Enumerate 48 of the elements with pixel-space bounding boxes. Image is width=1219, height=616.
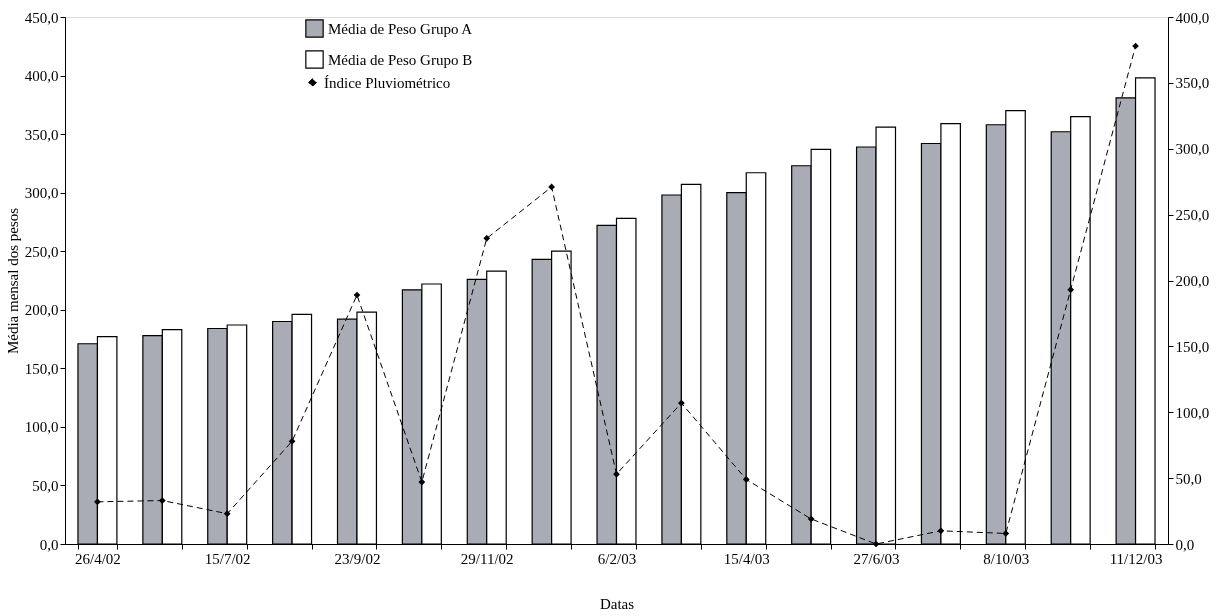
y-tick-label: 150,0 bbox=[24, 360, 59, 377]
point bbox=[807, 515, 815, 523]
point bbox=[613, 470, 620, 478]
x-tick-label: 29/11/02 bbox=[460, 550, 514, 567]
point bbox=[937, 527, 945, 535]
point bbox=[288, 437, 296, 445]
point bbox=[353, 291, 361, 299]
point bbox=[223, 510, 231, 518]
legend-label: Índice Pluviométrico bbox=[324, 74, 451, 91]
point bbox=[483, 234, 491, 242]
x-tick-label: 23/9/02 bbox=[334, 550, 381, 567]
y2-tick-label: 50,0 bbox=[1175, 470, 1202, 487]
y2-tick-label: 350,0 bbox=[1175, 75, 1210, 92]
y-tick-label: 450,0 bbox=[24, 9, 59, 26]
legend-label: Média de Peso Grupo B bbox=[328, 51, 473, 68]
y2-tick-label: 200,0 bbox=[1175, 273, 1210, 289]
y-tick-label: 200,0 bbox=[24, 302, 59, 319]
y-tick-label: 400,0 bbox=[24, 68, 59, 85]
point bbox=[872, 540, 880, 548]
point bbox=[742, 476, 750, 483]
point bbox=[418, 478, 426, 486]
point bbox=[548, 183, 555, 191]
x-tick-label: 11/12/03 bbox=[1109, 550, 1163, 567]
y2-tick-label: 400,0 bbox=[1175, 9, 1210, 26]
y-tick-label: 350,0 bbox=[24, 126, 59, 143]
y2-tick-label: 100,0 bbox=[1175, 404, 1210, 421]
x-tick-label: 8/10/03 bbox=[983, 550, 1030, 567]
y-tick-label: 250,0 bbox=[24, 243, 59, 260]
x-axis-title: Datas bbox=[599, 595, 635, 612]
y-tick-label: 50,0 bbox=[32, 477, 59, 494]
legend-label: Média de Peso Grupo A bbox=[328, 20, 473, 37]
x-tick-label: 15/4/03 bbox=[723, 550, 770, 567]
x-tick-label: 26/4/02 bbox=[75, 550, 121, 567]
point bbox=[1002, 530, 1010, 537]
x-tick-label: 27/6/03 bbox=[853, 550, 900, 567]
y2-tick-label: 300,0 bbox=[1175, 141, 1210, 158]
y2-tick-label: 0,0 bbox=[1175, 536, 1195, 553]
point bbox=[158, 497, 166, 504]
y-tick-label: 300,0 bbox=[24, 185, 59, 202]
y-tick-label: 0,0 bbox=[39, 536, 59, 553]
x-tick-label: 6/2/03 bbox=[597, 550, 637, 567]
y-tick-label: 100,0 bbox=[24, 419, 59, 436]
point bbox=[94, 498, 101, 506]
point bbox=[1067, 286, 1075, 294]
y2-tick-label: 150,0 bbox=[1175, 338, 1210, 355]
x-tick-label: 15/7/02 bbox=[204, 550, 251, 567]
y-axis-title: Média mensal dos pesos bbox=[4, 207, 21, 355]
y2-tick-label: 250,0 bbox=[1175, 207, 1210, 224]
